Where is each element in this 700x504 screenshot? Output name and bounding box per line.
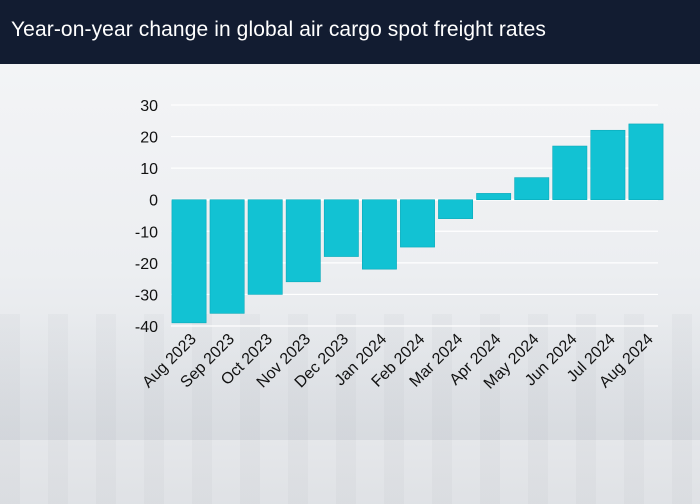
y-axis: 30 20 10 0 -10 -20 -30 -40: [135, 98, 158, 336]
bar-sep-2023: [209, 199, 245, 314]
chart-title: Year-on-year change in global air cargo …: [11, 18, 547, 41]
y-tick-label: -40: [135, 319, 158, 336]
y-tick-label: -10: [135, 224, 158, 241]
bar-dec-2023: [323, 199, 359, 257]
y-tick-label: 0: [149, 193, 158, 210]
chart-header: Year-on-year change in global air cargo …: [0, 0, 700, 65]
y-tick-label: -20: [135, 256, 158, 273]
y-tick-label: 30: [140, 98, 158, 115]
bar-may-2024: [514, 177, 550, 201]
y-tick-label: -30: [135, 287, 158, 304]
y-tick-label: 10: [140, 161, 158, 178]
bar-nov-2023: [285, 199, 321, 283]
bar-aug-2024: [628, 123, 664, 201]
bar-jan-2024: [361, 199, 397, 270]
bar-aug-2023: [171, 199, 207, 324]
bar-jul-2024: [590, 129, 626, 201]
bar-feb-2024: [400, 199, 435, 248]
bar-jun-2024: [552, 145, 588, 201]
bar-apr-2024: [476, 193, 512, 201]
bar-mar-2024: [438, 199, 474, 219]
bars-layer: [171, 123, 664, 324]
y-tick-label: 20: [140, 130, 158, 147]
bar-oct-2023: [247, 199, 283, 295]
